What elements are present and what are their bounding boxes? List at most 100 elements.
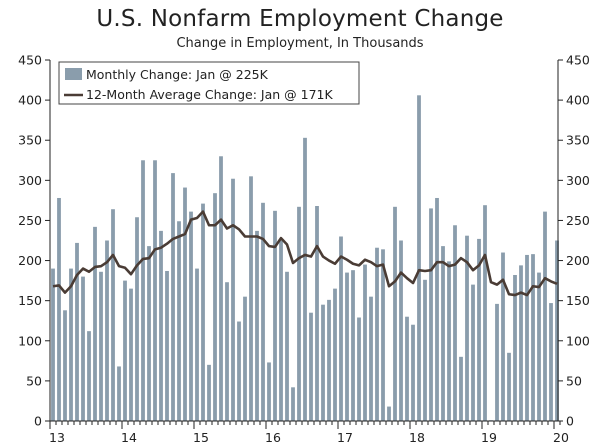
bar-26 xyxy=(207,364,211,421)
bar-32 xyxy=(243,296,247,421)
bar-70 xyxy=(471,284,475,421)
bar-79 xyxy=(525,254,529,421)
bar-72 xyxy=(483,205,487,421)
bar-56 xyxy=(387,406,391,421)
x-tick-label: 20 xyxy=(553,430,569,445)
bar-25 xyxy=(201,203,205,421)
bar-45 xyxy=(321,304,325,421)
bar-20 xyxy=(171,173,175,421)
bar-22 xyxy=(183,187,187,421)
x-tick-label: 18 xyxy=(409,430,425,445)
y-tick-label-right: 250 xyxy=(566,213,590,228)
bar-38 xyxy=(279,240,283,421)
bar-33 xyxy=(249,176,253,421)
x-tick-label: 17 xyxy=(337,430,353,445)
bar-6 xyxy=(87,331,91,421)
x-tick-label: 14 xyxy=(121,430,137,445)
bar-54 xyxy=(375,247,379,421)
bar-43 xyxy=(309,312,313,421)
x-tick-label: 15 xyxy=(193,430,209,445)
bar-47 xyxy=(333,288,337,421)
bar-3 xyxy=(69,268,73,421)
x-tick-label: 19 xyxy=(481,430,497,445)
bar-53 xyxy=(369,296,373,421)
bar-2 xyxy=(63,310,67,421)
bar-48 xyxy=(339,236,343,421)
legend-bar-swatch xyxy=(65,68,82,80)
bar-60 xyxy=(411,324,415,421)
bar-62 xyxy=(423,279,427,421)
bar-59 xyxy=(405,316,409,421)
bar-44 xyxy=(315,206,319,421)
bar-39 xyxy=(285,271,289,421)
bar-10 xyxy=(111,209,115,421)
average-line xyxy=(52,210,558,297)
bar-36 xyxy=(267,362,271,421)
bar-83 xyxy=(549,303,553,421)
x-tick-label: 16 xyxy=(265,430,281,445)
bar-35 xyxy=(261,202,265,421)
y-tick-label-right: 350 xyxy=(566,133,590,148)
y-tick-label-left: 450 xyxy=(18,53,42,68)
y-tick-label-left: 200 xyxy=(18,253,42,268)
legend-line-label: 12-Month Average Change: Jan @ 171K xyxy=(86,87,333,102)
chart-subtitle: Change in Employment, In Thousands xyxy=(176,36,424,51)
y-tick-label-right: 50 xyxy=(566,373,582,388)
bar-34 xyxy=(255,230,259,421)
bar-0 xyxy=(51,268,55,421)
y-tick-label-left: 350 xyxy=(18,133,42,148)
bar-50 xyxy=(351,270,355,421)
bar-11 xyxy=(117,366,121,421)
bar-63 xyxy=(429,208,433,421)
bar-1 xyxy=(57,197,61,421)
bar-55 xyxy=(381,249,385,421)
y-tick-label-right: 300 xyxy=(566,173,590,188)
y-tick-label-right: 100 xyxy=(566,333,590,348)
bar-75 xyxy=(501,252,505,421)
bar-30 xyxy=(231,178,235,421)
bar-41 xyxy=(297,206,301,421)
bar-52 xyxy=(363,264,367,421)
bar-76 xyxy=(507,352,511,421)
bar-66 xyxy=(447,261,451,421)
bar-65 xyxy=(441,246,445,421)
bar-12 xyxy=(123,280,127,421)
bar-49 xyxy=(345,272,349,421)
bar-23 xyxy=(189,211,193,421)
y-tick-label-left: 150 xyxy=(18,293,42,308)
bar-71 xyxy=(477,238,481,421)
bar-37 xyxy=(273,210,277,421)
bar-19 xyxy=(165,270,169,421)
legend: Monthly Change: Jan @ 225K 12-Month Avera… xyxy=(58,61,360,105)
bar-8 xyxy=(99,271,103,421)
bar-21 xyxy=(177,221,181,421)
bar-74 xyxy=(495,303,499,421)
bar-81 xyxy=(537,272,541,421)
bar-57 xyxy=(393,206,397,421)
bar-58 xyxy=(399,240,403,421)
y-tick-label-left: 50 xyxy=(26,373,42,388)
bar-24 xyxy=(195,268,199,421)
y-tick-label-left: 400 xyxy=(18,93,42,108)
average-line-series xyxy=(52,210,558,297)
bar-64 xyxy=(435,197,439,421)
bar-31 xyxy=(237,321,241,421)
bar-68 xyxy=(459,356,463,421)
bar-15 xyxy=(141,160,145,421)
y-tick-label-left: 100 xyxy=(18,333,42,348)
bar-17 xyxy=(153,160,157,421)
bar-series xyxy=(51,95,559,422)
chart-title: U.S. Nonfarm Employment Change xyxy=(96,6,504,32)
bar-51 xyxy=(357,317,361,421)
bar-67 xyxy=(453,225,457,421)
bar-82 xyxy=(543,211,547,421)
bar-7 xyxy=(93,226,97,421)
y-tick-label-left: 0 xyxy=(34,414,42,429)
y-tick-label-right: 400 xyxy=(566,93,590,108)
bar-14 xyxy=(135,217,139,421)
bar-28 xyxy=(219,156,223,421)
bar-5 xyxy=(81,276,85,421)
bar-4 xyxy=(75,242,79,421)
bar-16 xyxy=(147,246,151,421)
